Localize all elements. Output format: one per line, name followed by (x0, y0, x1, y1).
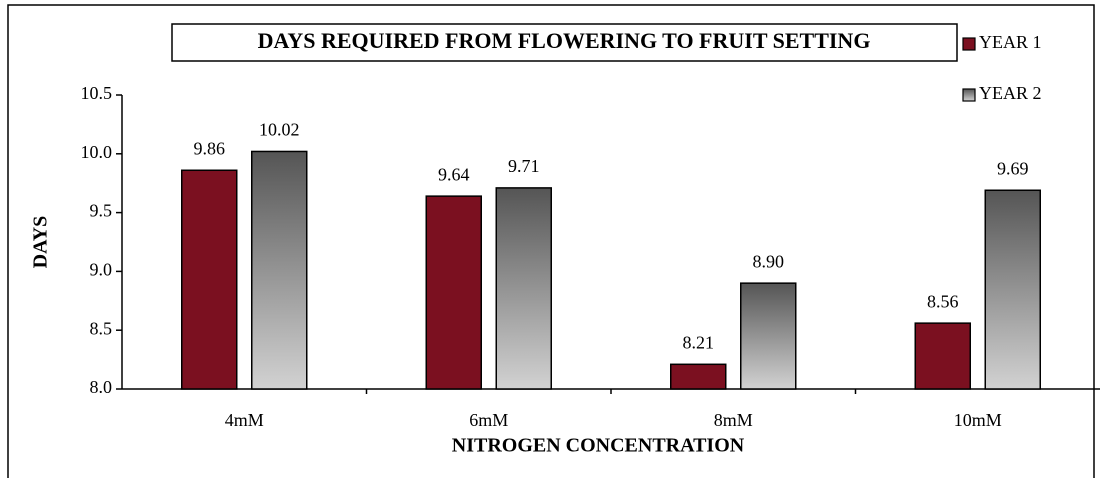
chart-title: DAYS REQUIRED FROM FLOWERING TO FRUIT SE… (258, 28, 871, 53)
bar (984, 189, 1041, 390)
x-tick-label: 4mM (225, 410, 264, 430)
bar (181, 169, 238, 390)
y-tick-label: 8.5 (90, 318, 113, 338)
value-label: 9.86 (194, 138, 226, 158)
value-label: 8.90 (753, 251, 785, 271)
y-tick-label: 10.5 (81, 83, 113, 103)
bar (495, 187, 552, 390)
chart-border (7, 4, 1095, 478)
bar (914, 322, 971, 390)
title-box (171, 23, 958, 62)
x-axis-label: NITROGEN CONCENTRATION (452, 435, 745, 457)
bar (740, 282, 797, 390)
y-axis-label: DAYS (30, 216, 52, 269)
legend-label: YEAR 1 (979, 32, 1042, 52)
legend-swatch (962, 88, 976, 102)
bar (251, 150, 308, 390)
y-tick-label: 8.0 (90, 377, 113, 397)
value-label: 9.71 (508, 156, 540, 176)
y-tick-label: 9.0 (90, 260, 113, 280)
x-tick-label: 8mM (714, 410, 753, 430)
legend-swatch (962, 37, 976, 51)
value-label: 9.64 (438, 164, 470, 184)
value-label: 8.56 (927, 291, 959, 311)
x-tick-label: 10mM (954, 410, 1002, 430)
value-label: 9.69 (997, 158, 1029, 178)
value-label: 10.02 (259, 120, 300, 140)
y-tick-label: 10.0 (81, 142, 113, 162)
y-tick-label: 9.5 (90, 201, 113, 221)
bar (425, 195, 482, 390)
legend-label: YEAR 2 (979, 83, 1042, 103)
bar (670, 363, 727, 390)
value-label: 8.21 (683, 332, 715, 352)
x-tick-label: 6mM (469, 410, 508, 430)
